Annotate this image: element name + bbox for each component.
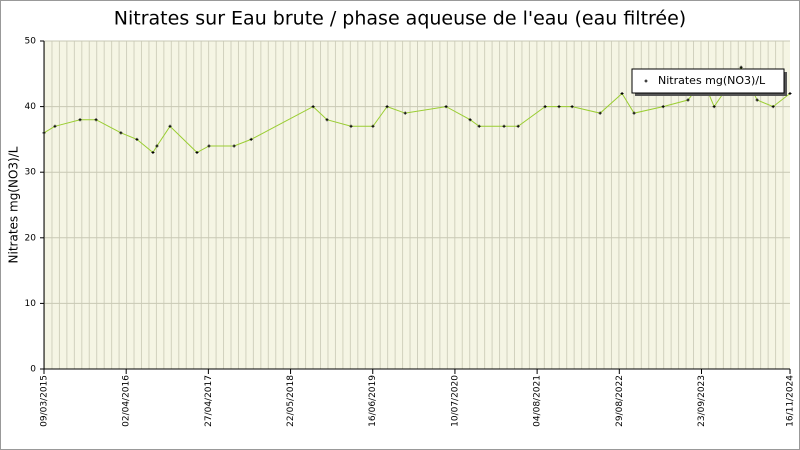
- data-point: [42, 131, 46, 135]
- y-tick-label: 50: [25, 37, 37, 47]
- data-point: [53, 124, 57, 128]
- legend-marker: [644, 79, 648, 83]
- data-point: [403, 111, 407, 115]
- data-point: [598, 111, 602, 115]
- x-tick-label: 09/03/2015: [40, 375, 50, 427]
- data-point: [119, 131, 123, 135]
- data-point: [755, 98, 759, 102]
- data-point: [207, 144, 211, 148]
- data-point: [788, 91, 792, 95]
- data-point: [557, 105, 561, 109]
- data-point: [371, 124, 375, 128]
- data-point: [311, 105, 315, 109]
- legend-label: Nitrates mg(NO3)/L: [658, 74, 766, 87]
- x-tick-label: 23/09/2023: [697, 375, 707, 427]
- data-point: [620, 91, 624, 95]
- x-tick-label: 22/05/2018: [286, 375, 296, 427]
- data-point: [349, 124, 353, 128]
- x-tick-label: 16/06/2019: [368, 375, 378, 427]
- data-point: [135, 137, 139, 141]
- y-tick-label: 0: [30, 365, 36, 375]
- data-point: [570, 105, 574, 109]
- y-tick-label: 30: [25, 168, 37, 178]
- y-tick-label: 20: [25, 233, 37, 243]
- data-point: [686, 98, 690, 102]
- data-point: [712, 105, 716, 109]
- x-tick-label: 10/07/2020: [450, 375, 460, 427]
- data-point: [444, 105, 448, 109]
- data-point: [468, 118, 472, 122]
- data-point: [325, 118, 329, 122]
- y-tick-label: 40: [25, 102, 37, 112]
- y-axis-label: Nitrates mg(NO3)/L: [7, 146, 21, 263]
- chart-title: Nitrates sur Eau brute / phase aqueuse d…: [114, 8, 686, 30]
- data-point: [168, 124, 172, 128]
- data-point: [151, 151, 155, 155]
- x-tick-label: 27/04/2017: [204, 375, 214, 427]
- data-point: [632, 111, 636, 115]
- data-line: [43, 66, 791, 154]
- data-point: [516, 124, 520, 128]
- legend-box: [631, 68, 785, 94]
- y-tick-label: 10: [25, 299, 37, 309]
- data-point: [195, 151, 199, 155]
- data-point: [249, 137, 253, 141]
- data-point: [771, 105, 775, 109]
- data-point: [78, 118, 82, 122]
- data-point: [232, 144, 236, 148]
- data-point: [661, 105, 665, 109]
- data-point: [155, 144, 159, 148]
- x-tick-label: 04/08/2021: [533, 375, 543, 427]
- data-point: [739, 65, 743, 69]
- data-point: [477, 124, 481, 128]
- data-point: [543, 105, 547, 109]
- data-point: [94, 118, 98, 122]
- data-point: [502, 124, 506, 128]
- data-point: [385, 105, 389, 109]
- x-tick-label: 29/08/2022: [615, 375, 625, 427]
- x-tick-label: 16/11/2024: [786, 375, 796, 427]
- x-tick-label: 02/04/2016: [122, 375, 132, 427]
